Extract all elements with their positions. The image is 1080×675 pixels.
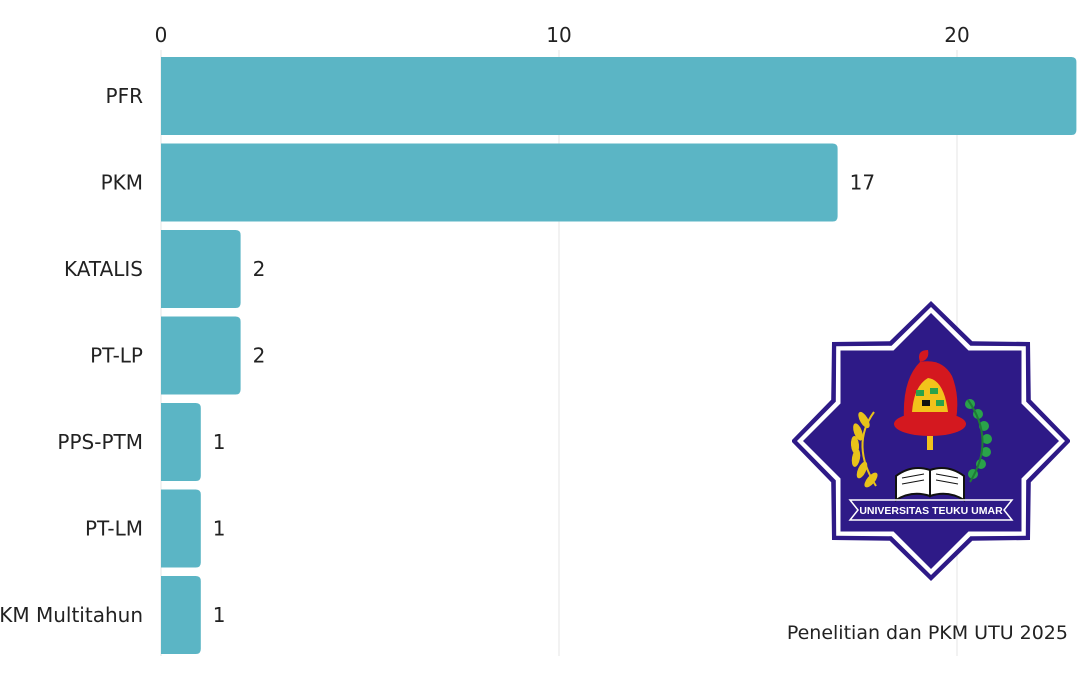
university-logo: UNIVERSITAS TEUKU UMAR: [792, 301, 1070, 581]
category-label: KATALIS: [64, 257, 143, 281]
bar-pkm-multitahun: [161, 576, 201, 654]
logo-text: UNIVERSITAS TEUKU UMAR: [859, 505, 1003, 517]
x-tick-label: 20: [944, 23, 969, 47]
bar-katalis: [161, 230, 241, 308]
value-labels: 17 2 2 1 1 1: [213, 171, 875, 628]
category-label: PPS-PTM: [57, 430, 143, 454]
bars: [161, 57, 1077, 654]
value-label: 1: [213, 603, 226, 627]
open-book-icon: [895, 467, 965, 502]
category-label: PFR: [106, 84, 144, 108]
traditional-hat-icon: [894, 350, 966, 450]
value-label: 1: [213, 517, 226, 541]
category-labels: PFR PKM KATALIS PT-LP PPS-PTM PT-LM PKM Multit…: [0, 84, 143, 627]
category-label: PKM Multitahun: [0, 603, 143, 627]
category-label: PKM: [101, 171, 143, 195]
bar-pt-lm: [161, 489, 201, 568]
x-axis-ticks: 0 10 20: [155, 23, 970, 47]
value-label: 2: [253, 257, 266, 281]
bar-pt-lp: [161, 316, 241, 395]
category-label: PT-LM: [85, 517, 143, 541]
bar-pfr: [161, 57, 1077, 135]
bar-pps-ptm: [161, 403, 201, 481]
value-label: 2: [253, 344, 266, 368]
x-tick-label: 10: [546, 23, 571, 47]
bar-pkm: [161, 143, 838, 222]
cotton-branch-icon: [965, 399, 992, 483]
name-ribbon: UNIVERSITAS TEUKU UMAR: [848, 499, 1014, 521]
logo-star-emblem: UNIVERSITAS TEUKU UMAR: [792, 301, 1070, 581]
value-label: 1: [213, 430, 226, 454]
wheat-icon: [850, 411, 878, 488]
x-tick-label: 0: [155, 23, 168, 47]
category-label: PT-LP: [90, 344, 143, 368]
chart-caption: Penelitian dan PKM UTU 2025: [786, 622, 1068, 644]
value-label: 17: [850, 171, 875, 195]
